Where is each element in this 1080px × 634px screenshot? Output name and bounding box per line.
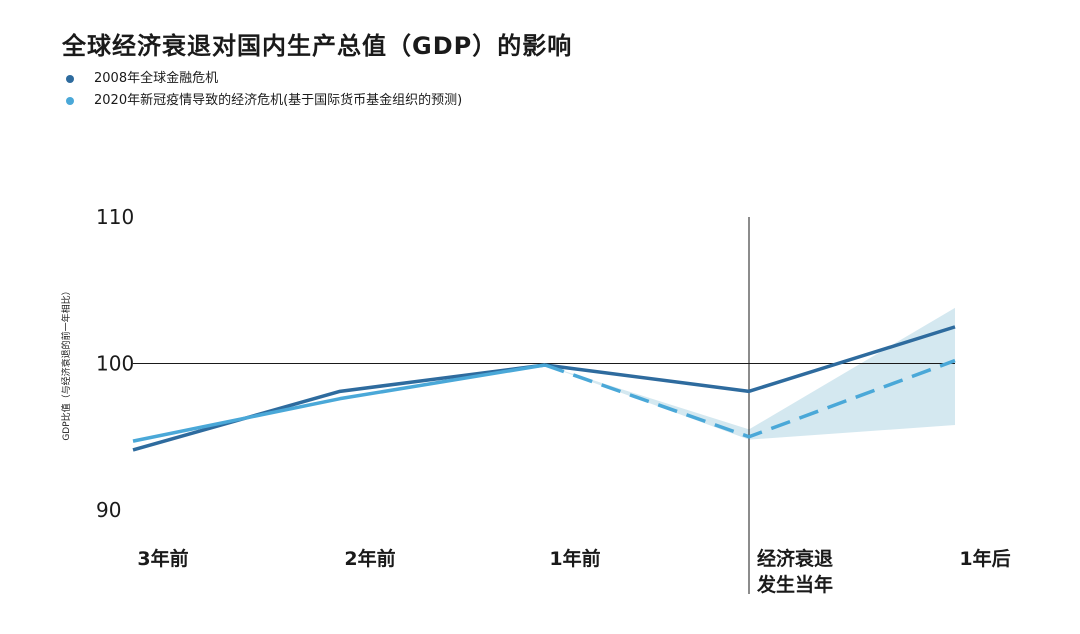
x-tick-label-3-0: 经济衰退 (757, 547, 833, 570)
y-tick-label-100: 100 (96, 352, 134, 376)
legend-marker-2008 (66, 75, 74, 83)
x-tick-label-0: 3年前 (137, 547, 188, 570)
y-axis-title: GDP比值（与经济衰退的前一年相比） (60, 286, 72, 440)
legend: 2008年全球金融危机 2020年新冠疫情导致的经济危机(基于国际货币基金组织的… (62, 68, 462, 112)
legend-item-2008: 2008年全球金融危机 (62, 68, 462, 90)
series-line-2020-forecast (544, 358, 956, 439)
legend-label-2008: 2008年全球金融危机 (94, 71, 219, 86)
x-tick-label-2: 1年前 (549, 547, 600, 570)
legend-label-2020: 2020年新冠疫情导致的经济危机(基于国际货币基金组织的预测) (94, 93, 463, 108)
legend-marker-2020 (66, 97, 74, 105)
series-line-2020-actual (132, 363, 546, 443)
legend-item-2020: 2020年新冠疫情导致的经济危机(基于国际货币基金组织的预测) (62, 90, 462, 112)
x-tick-label-3-1: 发生当年 (756, 573, 833, 596)
x-tick-label-1: 2年前 (344, 547, 395, 570)
x-tick-label-4: 1年后 (959, 547, 1010, 570)
y-tick-label-90: 90 (96, 498, 121, 522)
y-tick-label-110: 110 (96, 205, 134, 229)
forecast-uncertainty-band (545, 307, 955, 440)
chart-title: 全球经济衰退对国内生产总值（GDP）的影响 (62, 32, 573, 60)
